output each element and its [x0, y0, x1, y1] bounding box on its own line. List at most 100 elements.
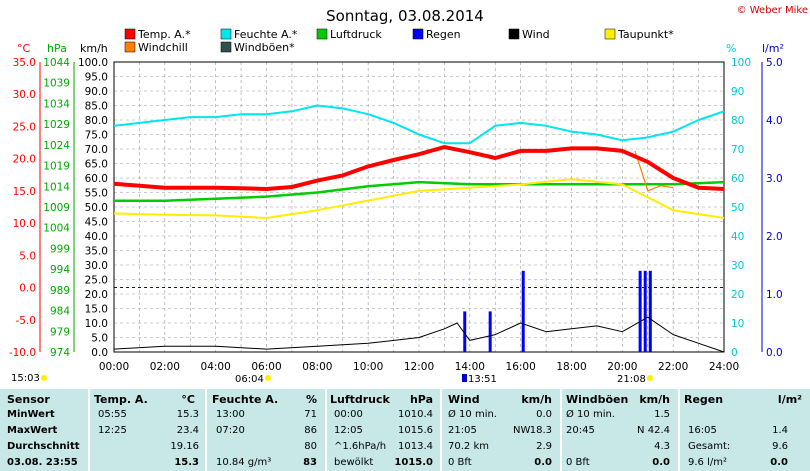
- temp-tick: 0.0: [19, 283, 36, 295]
- left-time: 15:03: [11, 373, 40, 384]
- copyright: © Weber Mike: [737, 5, 808, 16]
- x-tick: 18:00: [556, 361, 586, 373]
- chart-title: Sonntag, 03.08.2014: [326, 7, 484, 25]
- wind-label: Ø 10 min.: [448, 409, 497, 420]
- wind-tick: 80.0: [85, 115, 108, 127]
- gust-value: 42.4: [647, 425, 670, 436]
- wind-tick: 70.0: [85, 144, 108, 156]
- x-tick: 22:00: [658, 361, 688, 373]
- table-header: %: [305, 393, 317, 406]
- table-separator: [205, 389, 207, 471]
- table-header: Sensor: [7, 393, 50, 406]
- wind-value: 18.3: [529, 425, 552, 436]
- wind-value: 0.0: [534, 457, 552, 468]
- table-row-label: 03.08. 23:55: [7, 457, 78, 468]
- series-line-windchill: [634, 150, 674, 192]
- rain-tick: 2.0: [766, 231, 783, 243]
- wind-tick: 95.0: [85, 72, 108, 84]
- rain-value: 1.4: [772, 425, 788, 436]
- press-value: 1015.0: [394, 457, 433, 468]
- legend-swatch: [220, 28, 232, 40]
- gust-value: 4.3: [654, 441, 670, 452]
- wind-tick: 30.0: [85, 260, 108, 272]
- rain-bar: [463, 311, 467, 352]
- rain-bar: [488, 311, 492, 352]
- hum-value: 83: [303, 457, 317, 468]
- table-header: km/h: [639, 393, 670, 406]
- legend-label: Luftdruck: [330, 28, 382, 41]
- rain-value: 0.0: [770, 457, 788, 468]
- hum-tick: 10: [731, 318, 744, 330]
- temp-value: 23.4: [176, 425, 199, 436]
- press-value: 1015.6: [398, 425, 433, 436]
- rain-value: 9.6: [772, 441, 788, 452]
- series-line-taupunkt: [113, 178, 725, 219]
- press-tick: 1009: [43, 202, 70, 214]
- table-row-label: Durchschnitt: [7, 441, 80, 452]
- table-header: hPa: [409, 393, 433, 406]
- rain-unit: l/m²: [762, 42, 784, 55]
- rain-label: 16:05: [688, 425, 717, 436]
- press-value: 1010.4: [398, 409, 433, 420]
- legend-label: Temp. A.*: [137, 28, 191, 41]
- sun-icon: [41, 375, 47, 381]
- press-time: bewölkt: [334, 457, 374, 468]
- gust-dir: N: [637, 425, 645, 436]
- temp-value: 15.3: [176, 409, 199, 420]
- wind-tick: 10.0: [85, 318, 108, 330]
- wind-value: 0.0: [536, 409, 552, 420]
- temp-tick: 5.0: [19, 250, 36, 262]
- marker-time: 13:51: [468, 374, 497, 385]
- temp-tick: 10.0: [13, 218, 36, 230]
- rain-label: Gesamt:: [688, 441, 731, 452]
- wind-tick: 25.0: [85, 275, 108, 287]
- hum-unit: %: [726, 42, 736, 55]
- table-header: km/h: [521, 393, 552, 406]
- x-tick: 12:00: [404, 361, 434, 373]
- axes: 35.0 30.0 25.0 20.0 15.0 10.0 5.0 0.0 -5.0 -10.0 1…: [9, 57, 783, 359]
- axis-units: °C hPa km/h% l/m²: [17, 42, 784, 55]
- table-header: Temp. A.: [94, 393, 148, 406]
- temp-tick: -10.0: [9, 347, 36, 359]
- hum-time: 13:00: [216, 409, 245, 420]
- hum-tick: 100: [731, 57, 751, 69]
- table-separator: [88, 389, 90, 471]
- gust-label: 20:45: [566, 425, 595, 436]
- sunset-time: 21:08: [617, 374, 646, 385]
- x-tick: 14:00: [455, 361, 485, 373]
- press-tick: 1019: [43, 161, 70, 173]
- wind-dir: NW: [513, 425, 531, 436]
- hum-value: 71: [304, 409, 317, 420]
- annotations: 15:03 06:04 13:51 21:08: [11, 373, 653, 385]
- gust-label: Ø 10 min.: [566, 409, 615, 420]
- legend-swatch: [124, 41, 136, 53]
- press-tick: 989: [50, 285, 70, 297]
- press-tick: 1039: [43, 78, 70, 90]
- wind-tick: 85.0: [85, 101, 108, 113]
- press-tick: 974: [50, 347, 70, 359]
- hum-time: 07:20: [216, 425, 245, 436]
- temp-tick: 20.0: [13, 154, 36, 166]
- hum-tick: 60: [731, 173, 744, 185]
- legend-swatch: [508, 28, 520, 40]
- legend-label: Regen: [426, 28, 461, 41]
- series-line-feuchtea: [113, 104, 725, 145]
- temp-tick: 35.0: [13, 57, 36, 69]
- table-row-label: MaxWert: [7, 425, 58, 436]
- press-tick: 994: [50, 264, 70, 276]
- wind-tick: 65.0: [85, 159, 108, 171]
- press-tick: 984: [50, 306, 70, 318]
- gust-value: 0.0: [652, 457, 670, 468]
- table-header: Wind: [448, 393, 480, 406]
- rain-tick: 4.0: [766, 115, 783, 127]
- press-tick: 999: [50, 243, 70, 255]
- table-separator: [440, 389, 442, 471]
- table-header: l/m²: [777, 393, 802, 406]
- sunrise-icon: [265, 375, 271, 381]
- press-tick: 1024: [43, 140, 70, 152]
- legend-swatch: [412, 28, 424, 40]
- legend-swatch: [220, 41, 232, 53]
- table-header: Regen: [684, 393, 724, 406]
- wind-tick: 45.0: [85, 217, 108, 229]
- rain-tick: 5.0: [766, 57, 783, 69]
